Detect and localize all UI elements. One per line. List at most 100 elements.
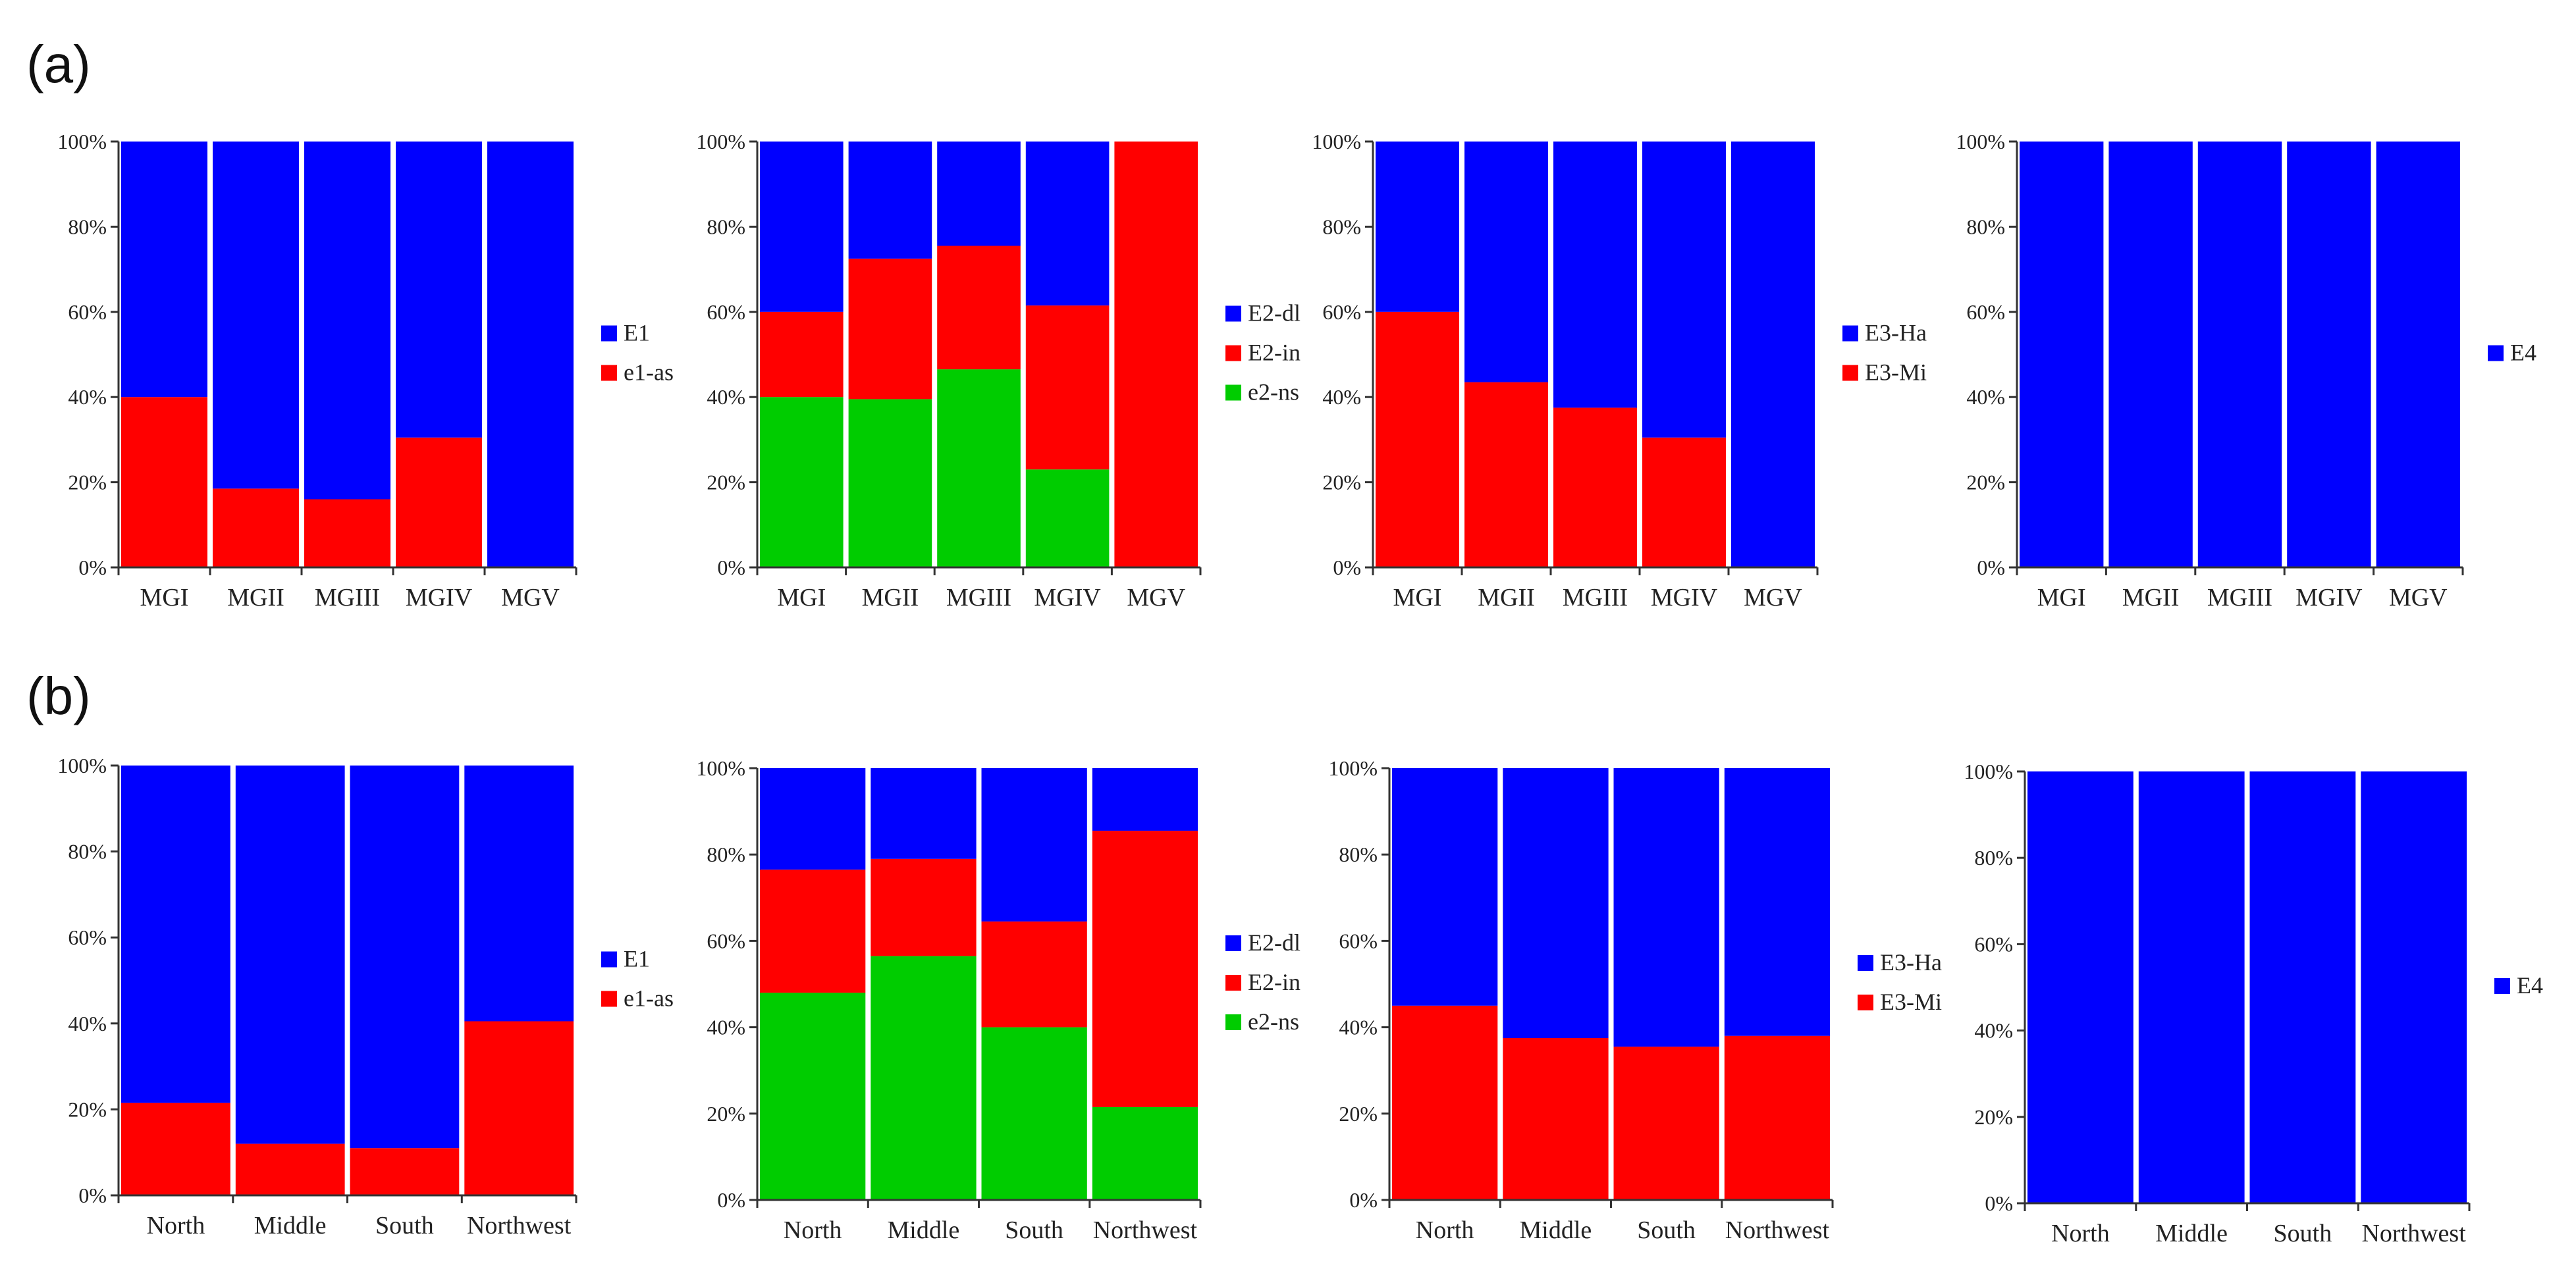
stacked-bar-chart-5: North Middle South Northwest 0% 20% 40% 60% 80% 1… xyxy=(57,754,674,1239)
bar-e2-dl-mgi xyxy=(760,142,844,312)
x-tick-label: MGV xyxy=(1127,584,1185,611)
legend-label-e2-dl: E2-dl xyxy=(1248,929,1301,956)
bar-e2-dl-northwest xyxy=(1092,768,1198,831)
legend-label-e1: E1 xyxy=(624,946,650,972)
x-tick-label: North xyxy=(784,1216,842,1244)
y-tick-label: 60% xyxy=(1322,300,1361,324)
bar-e1-mgv xyxy=(487,142,574,567)
bar-e2-ns-mgiii xyxy=(937,369,1021,567)
x-tick-label: Northwest xyxy=(1725,1216,1830,1244)
legend-swatch-e1-as xyxy=(601,991,617,1007)
bar-e3-ha-mgiv xyxy=(1642,142,1726,438)
x-tick-label: Northwest xyxy=(1093,1216,1198,1244)
bar-e2-in-middle xyxy=(871,858,977,956)
bar-e2-in-mgi xyxy=(760,311,844,398)
legend-label-e2-ns: e2-ns xyxy=(1248,1008,1299,1035)
x-tick-label: MGI xyxy=(140,584,189,611)
x-tick-label: MGV xyxy=(501,584,560,611)
legend-label-e3-mi: E3-Mi xyxy=(1865,359,1927,386)
bar-e2-dl-mgii xyxy=(848,142,932,259)
y-tick-label: 80% xyxy=(68,840,107,864)
stacked-bar-chart-8: North Middle South Northwest 0% 20% 40% 60% 80% 1… xyxy=(1964,760,2543,1247)
y-tick-label: 20% xyxy=(1322,471,1361,494)
y-tick-label: 60% xyxy=(1974,932,2013,956)
x-tick-label: South xyxy=(1005,1216,1063,1244)
x-tick-label: North xyxy=(147,1212,205,1239)
bar-e1-as-mgii xyxy=(213,488,299,567)
legend-label-e4: E4 xyxy=(2517,972,2543,999)
y-tick-label: 0% xyxy=(717,556,745,579)
x-tick-label: MGI xyxy=(1393,584,1442,611)
x-tick-label: MGII xyxy=(862,584,919,611)
y-tick-label: 0% xyxy=(717,1188,745,1212)
y-tick-label: 80% xyxy=(1339,843,1378,866)
y-tick-label: 0% xyxy=(78,556,107,579)
y-tick-label: 40% xyxy=(1322,385,1361,409)
bar-e4-middle xyxy=(2138,771,2245,1203)
x-tick-label: MGIII xyxy=(946,584,1011,611)
bar-e3-mi-northwest xyxy=(1724,1035,1831,1200)
x-tick-label: MGIII xyxy=(1563,584,1628,611)
x-tick-label: MGI xyxy=(777,584,826,611)
bar-e1-as-mgiv xyxy=(396,437,482,567)
y-tick-label: 0% xyxy=(78,1184,107,1207)
bar-e2-dl-mgiv xyxy=(1025,142,1110,306)
x-tick-label: MGIV xyxy=(1034,584,1101,611)
bar-e2-dl-south xyxy=(981,768,1087,922)
y-tick-label: 20% xyxy=(68,471,107,494)
bar-e3-mi-mgi xyxy=(1376,311,1459,567)
legend-swatch-e3-ha xyxy=(1842,325,1858,342)
y-tick-label: 40% xyxy=(1974,1019,2013,1043)
y-tick-label: 80% xyxy=(707,843,745,866)
y-tick-label: 40% xyxy=(707,1016,745,1039)
y-tick-label: 60% xyxy=(1339,929,1378,952)
x-tick-label: North xyxy=(2051,1220,2110,1247)
x-tick-label: MGIV xyxy=(1651,584,1718,611)
legend-label-e3-ha: E3-Ha xyxy=(1880,949,1942,976)
bar-e4-mgiv xyxy=(2287,142,2371,567)
bar-e2-in-northwest xyxy=(1092,831,1198,1107)
legend-label-e2-dl: E2-dl xyxy=(1248,300,1301,326)
bar-e1-northwest xyxy=(464,766,574,1022)
y-tick-label: 20% xyxy=(707,1102,745,1126)
bar-e2-ns-mgii xyxy=(848,399,932,567)
bar-e2-in-mgiv xyxy=(1025,305,1110,470)
bar-e3-ha-north xyxy=(1392,768,1498,1006)
bar-e1-as-north xyxy=(121,1103,230,1195)
y-tick-label: 60% xyxy=(707,929,745,952)
y-tick-label: 40% xyxy=(68,1012,107,1035)
legend-swatch-e2-in xyxy=(1225,975,1241,991)
legend-label-e2-in: E2-in xyxy=(1248,969,1301,995)
y-tick-label: 20% xyxy=(707,471,745,494)
bar-e4-north xyxy=(2027,771,2133,1203)
legend-swatch-e3-mi xyxy=(1842,365,1858,381)
legend-swatch-e1-as xyxy=(601,365,617,381)
legend-swatch-e3-mi xyxy=(1858,995,1873,1010)
legend-label-e4: E4 xyxy=(2510,340,2536,366)
bar-e2-in-mgiii xyxy=(937,246,1021,370)
bar-e2-ns-mgiv xyxy=(1025,469,1110,567)
y-tick-label: 100% xyxy=(1312,130,1361,153)
x-tick-label: South xyxy=(2274,1220,2332,1247)
legend-label-e2-in: E2-in xyxy=(1248,340,1301,366)
bar-e4-mgiii xyxy=(2197,142,2282,567)
legend-swatch-e2-ns xyxy=(1225,1014,1241,1030)
stacked-bar-chart-7: North Middle South Northwest 0% 20% 40% 60% 80% 1… xyxy=(1328,756,1942,1244)
x-tick-label: MGIII xyxy=(315,584,380,611)
bar-e1-as-mgi xyxy=(121,397,207,567)
x-tick-label: MGIII xyxy=(2207,584,2272,611)
bar-e3-ha-northwest xyxy=(1724,768,1831,1036)
y-tick-label: 60% xyxy=(68,300,107,324)
bar-e4-northwest xyxy=(2361,771,2467,1203)
bar-e2-ns-mgi xyxy=(760,397,844,567)
y-tick-label: 60% xyxy=(707,300,745,324)
y-tick-label: 100% xyxy=(1328,756,1378,780)
bar-e2-in-south xyxy=(981,921,1087,1028)
y-tick-label: 100% xyxy=(57,130,107,153)
x-tick-label: MGI xyxy=(2037,584,2086,611)
stacked-bar-chart-4: MGI MGII MGIII MGIV MGV 0% 20% 40% 60% 80% 100% E4 xyxy=(1956,130,2536,611)
legend-label-e1-as: e1-as xyxy=(624,985,674,1012)
legend-swatch-e4 xyxy=(2488,345,2504,361)
y-tick-label: 80% xyxy=(1966,215,2005,238)
legend-swatch-e4 xyxy=(2494,978,2510,994)
